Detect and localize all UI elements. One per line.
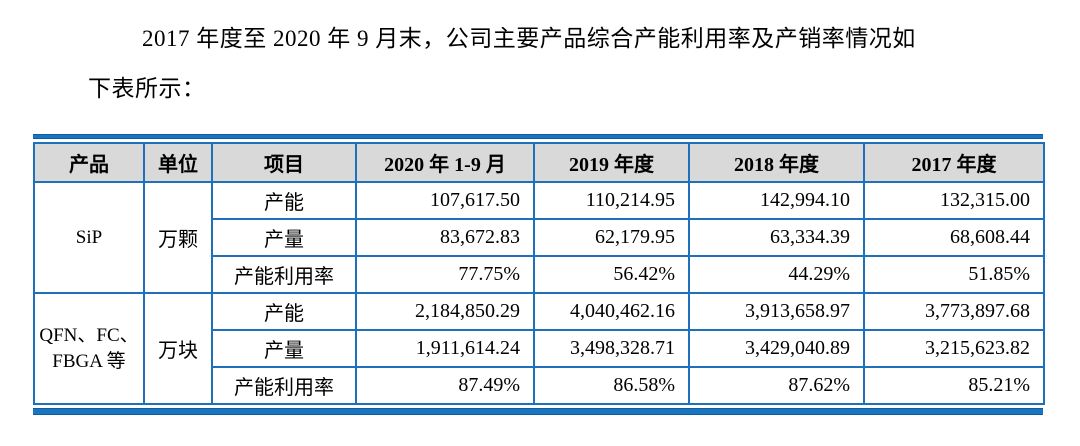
value-cell: 62,179.95	[533, 218, 690, 257]
unit-cell: 万块	[143, 292, 213, 405]
col-header-2020: 2020 年 1-9 月	[355, 142, 535, 183]
value-cell: 142,994.10	[688, 181, 865, 220]
col-header-2017: 2017 年度	[863, 142, 1045, 183]
item-cell: 产能	[211, 181, 357, 220]
value-cell: 77.75%	[355, 255, 535, 294]
value-cell: 44.29%	[688, 255, 865, 294]
value-cell: 1,911,614.24	[355, 329, 535, 368]
value-cell: 107,617.50	[355, 181, 535, 220]
value-cell: 4,040,462.16	[533, 292, 690, 331]
table-top-border	[33, 134, 1043, 139]
intro-line-1: 2017 年度至 2020 年 9 月末，公司主要产品综合产能利用率及产销率情况…	[142, 26, 916, 51]
col-header-product: 产品	[33, 142, 145, 183]
value-cell: 51.85%	[863, 255, 1045, 294]
item-cell: 产能利用率	[211, 366, 357, 405]
table-row: 产能利用率 87.49% 86.58% 87.62% 85.21%	[34, 366, 1045, 405]
value-cell: 83,672.83	[355, 218, 535, 257]
product-cell: QFN、FC、FBGA 等	[33, 292, 145, 405]
value-cell: 87.62%	[688, 366, 865, 405]
value-cell: 3,913,658.97	[688, 292, 865, 331]
unit-cell: 万颗	[143, 181, 213, 294]
value-cell: 85.21%	[863, 366, 1045, 405]
col-header-2018: 2018 年度	[688, 142, 865, 183]
value-cell: 3,429,040.89	[688, 329, 865, 368]
header-row: 产品 单位 项目 2020 年 1-9 月 2019 年度 2018 年度 20…	[33, 142, 1045, 183]
item-cell: 产量	[211, 329, 357, 368]
item-cell: 产能	[211, 292, 357, 331]
value-cell: 87.49%	[355, 366, 535, 405]
col-header-item: 项目	[211, 142, 357, 183]
value-cell: 86.58%	[533, 366, 690, 405]
value-cell: 110,214.95	[533, 181, 690, 220]
item-cell: 产能利用率	[211, 255, 357, 294]
value-cell: 3,215,623.82	[863, 329, 1045, 368]
table-row: 产量 1,911,614.24 3,498,328.71 3,429,040.8…	[34, 329, 1045, 368]
value-cell: 2,184,850.29	[355, 292, 535, 331]
col-header-unit: 单位	[143, 142, 213, 183]
value-cell: 63,334.39	[688, 218, 865, 257]
value-cell: 3,498,328.71	[533, 329, 690, 368]
value-cell: 3,773,897.68	[863, 292, 1045, 331]
table-row: QFN、FC、FBGA 等 万块 产能 2,184,850.29 4,040,4…	[33, 292, 1045, 405]
value-cell: 132,315.00	[863, 181, 1045, 220]
table-row: 产量 83,672.83 62,179.95 63,334.39 68,608.…	[34, 218, 1045, 257]
table-bottom-border	[33, 408, 1043, 415]
value-cell: 68,608.44	[863, 218, 1045, 257]
intro-line-2: 下表所示：	[88, 76, 206, 101]
data-table: 产品 单位 项目 2020 年 1-9 月 2019 年度 2018 年度 20…	[33, 142, 1045, 405]
item-cell: 产量	[211, 218, 357, 257]
table-row: SiP 万颗 产能 107,617.50 110,214.95 142,994.…	[33, 181, 1045, 294]
intro-paragraph: 2017 年度至 2020 年 9 月末，公司主要产品综合产能利用率及产销率情况…	[88, 14, 994, 114]
col-header-2019: 2019 年度	[533, 142, 690, 183]
capacity-utilization-table: 产品 单位 项目 2020 年 1-9 月 2019 年度 2018 年度 20…	[33, 134, 1045, 415]
table-row: 产能利用率 77.75% 56.42% 44.29% 51.85%	[34, 255, 1045, 294]
product-cell: SiP	[33, 181, 145, 294]
value-cell: 56.42%	[533, 255, 690, 294]
